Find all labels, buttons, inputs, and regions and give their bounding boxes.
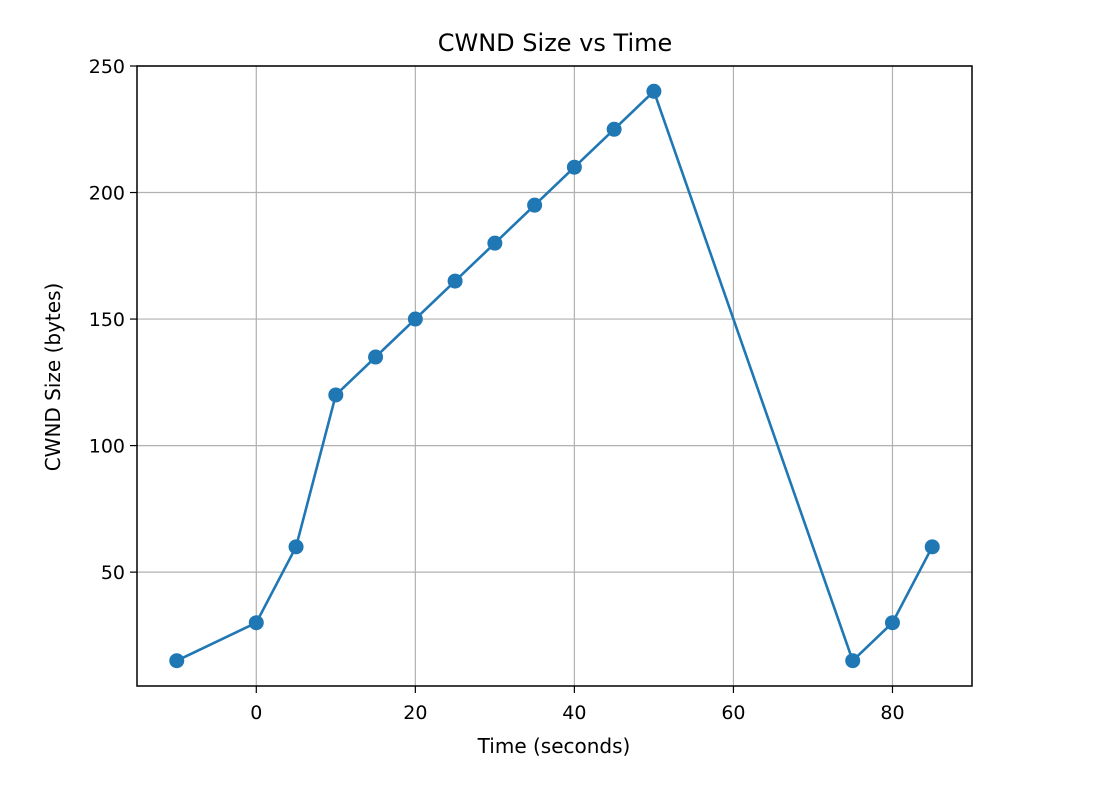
data-point [248,615,264,631]
data-point [447,273,463,289]
y-tick-label: 150 [89,309,125,331]
data-point [884,615,900,631]
data-point [845,653,861,669]
data-point [328,387,344,403]
data-point [527,197,543,213]
data-point [646,83,662,99]
y-tick-label: 50 [101,562,125,584]
series-line [176,90,934,662]
x-tick-label: 20 [403,702,427,724]
data-point [924,539,940,555]
data-point [368,349,384,365]
ticks: 0 20 40 60 80 50 100 150 200 250 [89,56,905,724]
data-point [407,311,423,327]
series-layer [169,83,940,669]
data-point [606,121,622,137]
chart-title: CWND Size vs Time [438,29,673,57]
x-tick-label: 40 [562,702,586,724]
y-tick-label: 100 [89,436,125,458]
y-tick-label: 200 [89,183,125,205]
data-point [169,653,185,669]
x-tick-label: 60 [721,702,745,724]
data-point [566,159,582,175]
y-tick-label: 250 [89,56,125,78]
data-point [288,539,304,555]
plot-frame [136,65,973,687]
y-axis-label: CWND Size (bytes) [41,283,65,472]
grid [137,65,972,686]
x-tick-label: 80 [880,702,904,724]
x-tick-label: 0 [250,702,262,724]
data-point [487,235,503,251]
x-axis-label: Time (seconds) [477,734,631,758]
